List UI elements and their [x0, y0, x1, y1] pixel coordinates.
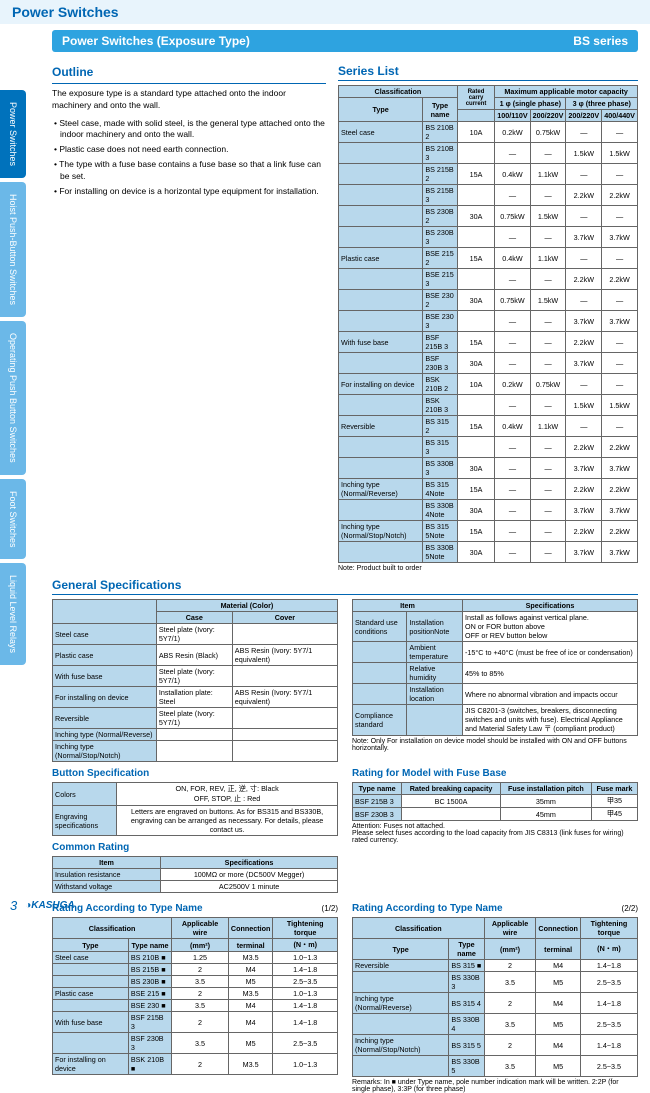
fuse-note: Attention: Fuses not attached. Please se… [352, 823, 638, 844]
fuse-rating-heading: Rating for Model with Fuse Base [352, 768, 638, 779]
rating1-page: (1/2) [322, 904, 338, 913]
common-rating-heading: Common Rating [52, 842, 338, 853]
outline-bullet: • Plastic case does not need earth conne… [52, 144, 326, 156]
general-heading: General Specifications [52, 578, 638, 595]
series-list-heading: Series List [338, 64, 638, 81]
section-header: Power Switches (Exposure Type) BS series [52, 30, 638, 52]
series-list-table: ClassificationRated carry currentMaximum… [338, 85, 638, 563]
series-note: Note: Product built to order [338, 565, 638, 572]
footer: 3 ◑KASUGA [10, 898, 75, 913]
sidebar-nav: Power Switches Hoist Push-Button Switche… [0, 90, 36, 669]
material-table: Material (Color)CaseCoverSteel caseSteel… [52, 599, 338, 762]
button-spec-heading: Button Specification [52, 768, 338, 779]
install-note: Note: Only For installation on device mo… [352, 738, 638, 752]
outline-intro: The exposure type is a standard type att… [52, 88, 326, 112]
nav-foot[interactable]: Foot Switches [0, 479, 26, 560]
rating2-heading: Rating According to Type Name [352, 903, 503, 914]
brand-logo: ◑KASUGA [25, 900, 74, 911]
nav-liquid[interactable]: Liquid Level Relays [0, 563, 26, 665]
outline-bullet: • Steel case, made with solid steel, is … [52, 118, 326, 142]
outline-bullet: • The type with a fuse base contains a f… [52, 159, 326, 183]
outline-bullet: • For installing on device is a horizont… [52, 186, 326, 198]
section-title: Power Switches (Exposure Type) [62, 34, 250, 48]
button-spec-table: ColorsON, FOR, REV, 正, 逆, 寸: Black OFF, … [52, 782, 338, 836]
page-title: Power Switches [0, 0, 650, 24]
rating1-table: ClassificationApplicable wireConnectionT… [52, 917, 338, 1075]
rating2-table: ClassificationApplicable wireConnectionT… [352, 917, 638, 1077]
nav-power-switches[interactable]: Power Switches [0, 90, 26, 178]
rating2-note: Remarks: In ■ under Type name, pole numb… [352, 1079, 638, 1093]
rating2-page: (2/2) [622, 904, 638, 913]
common-rating-table: ItemSpecificationsInsulation resistance1… [52, 856, 338, 893]
nav-hoist[interactable]: Hoist Push-Button Switches [0, 182, 26, 317]
page-number: 3 [10, 898, 17, 913]
fuse-rating-table: Type nameRated breaking capacityFuse ins… [352, 782, 638, 821]
nav-operating[interactable]: Operating Push Button Switches [0, 321, 26, 475]
outline-heading: Outline [52, 64, 326, 84]
install-table: ItemSpecificationsStandard use condition… [352, 599, 638, 736]
series-label: BS series [573, 34, 628, 48]
outline-bullets: • Steel case, made with solid steel, is … [52, 118, 326, 198]
